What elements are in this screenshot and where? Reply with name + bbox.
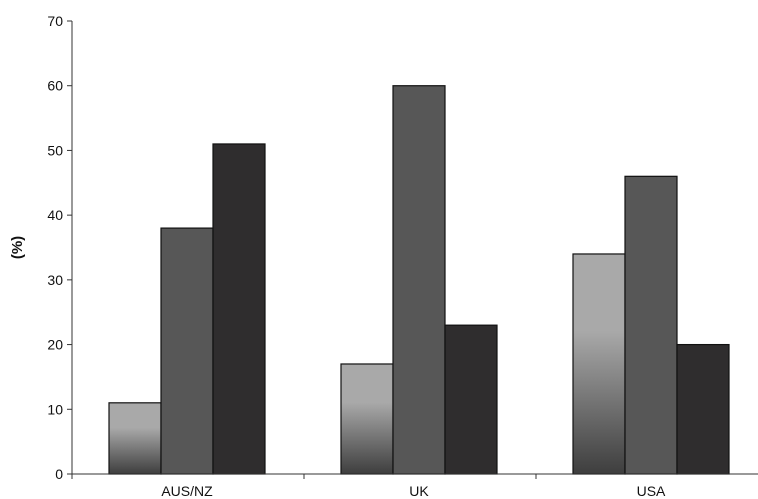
x-tick-label-uk: UK xyxy=(409,483,429,499)
y-tick-label: 40 xyxy=(47,207,63,223)
bar-aus-nz-series-1 xyxy=(108,402,162,475)
ticks-group: 0 10 20 30 40 50 60 70 AUS/NZ UK USA xyxy=(47,13,666,499)
y-tick-label: 30 xyxy=(47,272,63,288)
bars-group xyxy=(108,85,730,475)
y-tick-label: 20 xyxy=(47,337,63,353)
bar-uk-series-1 xyxy=(340,363,394,475)
bar-aus-nz-series-3 xyxy=(212,143,266,475)
x-tick-label-usa: USA xyxy=(637,483,666,499)
y-tick-label: 50 xyxy=(47,142,63,158)
y-tick-label: 0 xyxy=(55,466,63,482)
axes-group xyxy=(71,21,758,475)
y-tick-label: 10 xyxy=(47,401,63,417)
y-tick-label: 60 xyxy=(47,78,63,94)
bar-aus-nz-series-2 xyxy=(160,227,214,475)
bar-usa-series-2 xyxy=(624,175,678,475)
x-tick-label-aus-nz: AUS/NZ xyxy=(161,483,213,499)
bar-usa-series-3 xyxy=(676,343,730,475)
y-tick-label: 70 xyxy=(47,13,63,29)
bar-uk-series-2 xyxy=(392,85,446,475)
bar-usa-series-1 xyxy=(572,253,626,475)
y-axis-title: (%) xyxy=(9,236,26,259)
bar-uk-series-3 xyxy=(444,324,498,475)
